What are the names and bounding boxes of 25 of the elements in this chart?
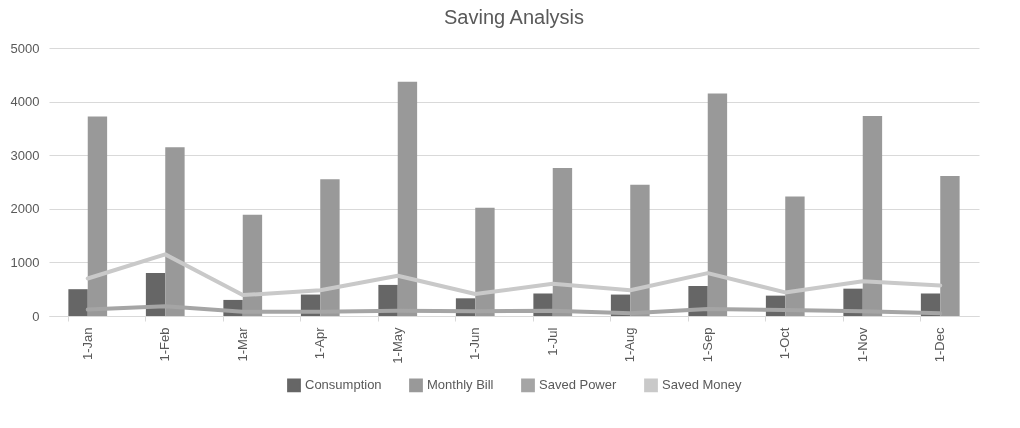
x-tick-label: 1-Aug — [622, 327, 638, 363]
y-tick-label: 5000 — [10, 40, 40, 56]
x-tick-label: 1-Sep — [699, 327, 715, 363]
legend-label: Consumption — [305, 377, 382, 393]
y-tick-label: 3000 — [10, 147, 40, 163]
line-series — [85, 252, 943, 298]
legend-label: Saved Money — [662, 377, 742, 393]
y-tick-label: 0 — [32, 308, 40, 324]
x-tick-label: 1-Mar — [234, 326, 250, 362]
y-tick-label: 2000 — [10, 201, 40, 217]
x-tick-label: 1-Jun — [467, 327, 483, 361]
y-tick-label: 4000 — [10, 94, 40, 110]
chart-title: Saving Analysis — [443, 6, 585, 28]
x-tick-label: 1-Feb — [157, 327, 173, 362]
x-tick-label: 1-Nov — [854, 327, 870, 363]
x-tick-label: 1-Oct — [777, 327, 793, 360]
x-tick-label: 1-Dec — [932, 327, 948, 363]
x-tick-label: 1-Jul — [544, 327, 560, 356]
legend-label: Monthly Bill — [427, 377, 494, 393]
x-tick-label: 1-Jan — [79, 327, 95, 361]
bar — [68, 289, 88, 316]
y-tick-label: 1000 — [10, 254, 40, 270]
legend-label: Saved Power — [539, 377, 617, 393]
x-tick-label: 1-May — [389, 327, 405, 364]
x-tick-label: 1-Apr — [312, 326, 328, 360]
